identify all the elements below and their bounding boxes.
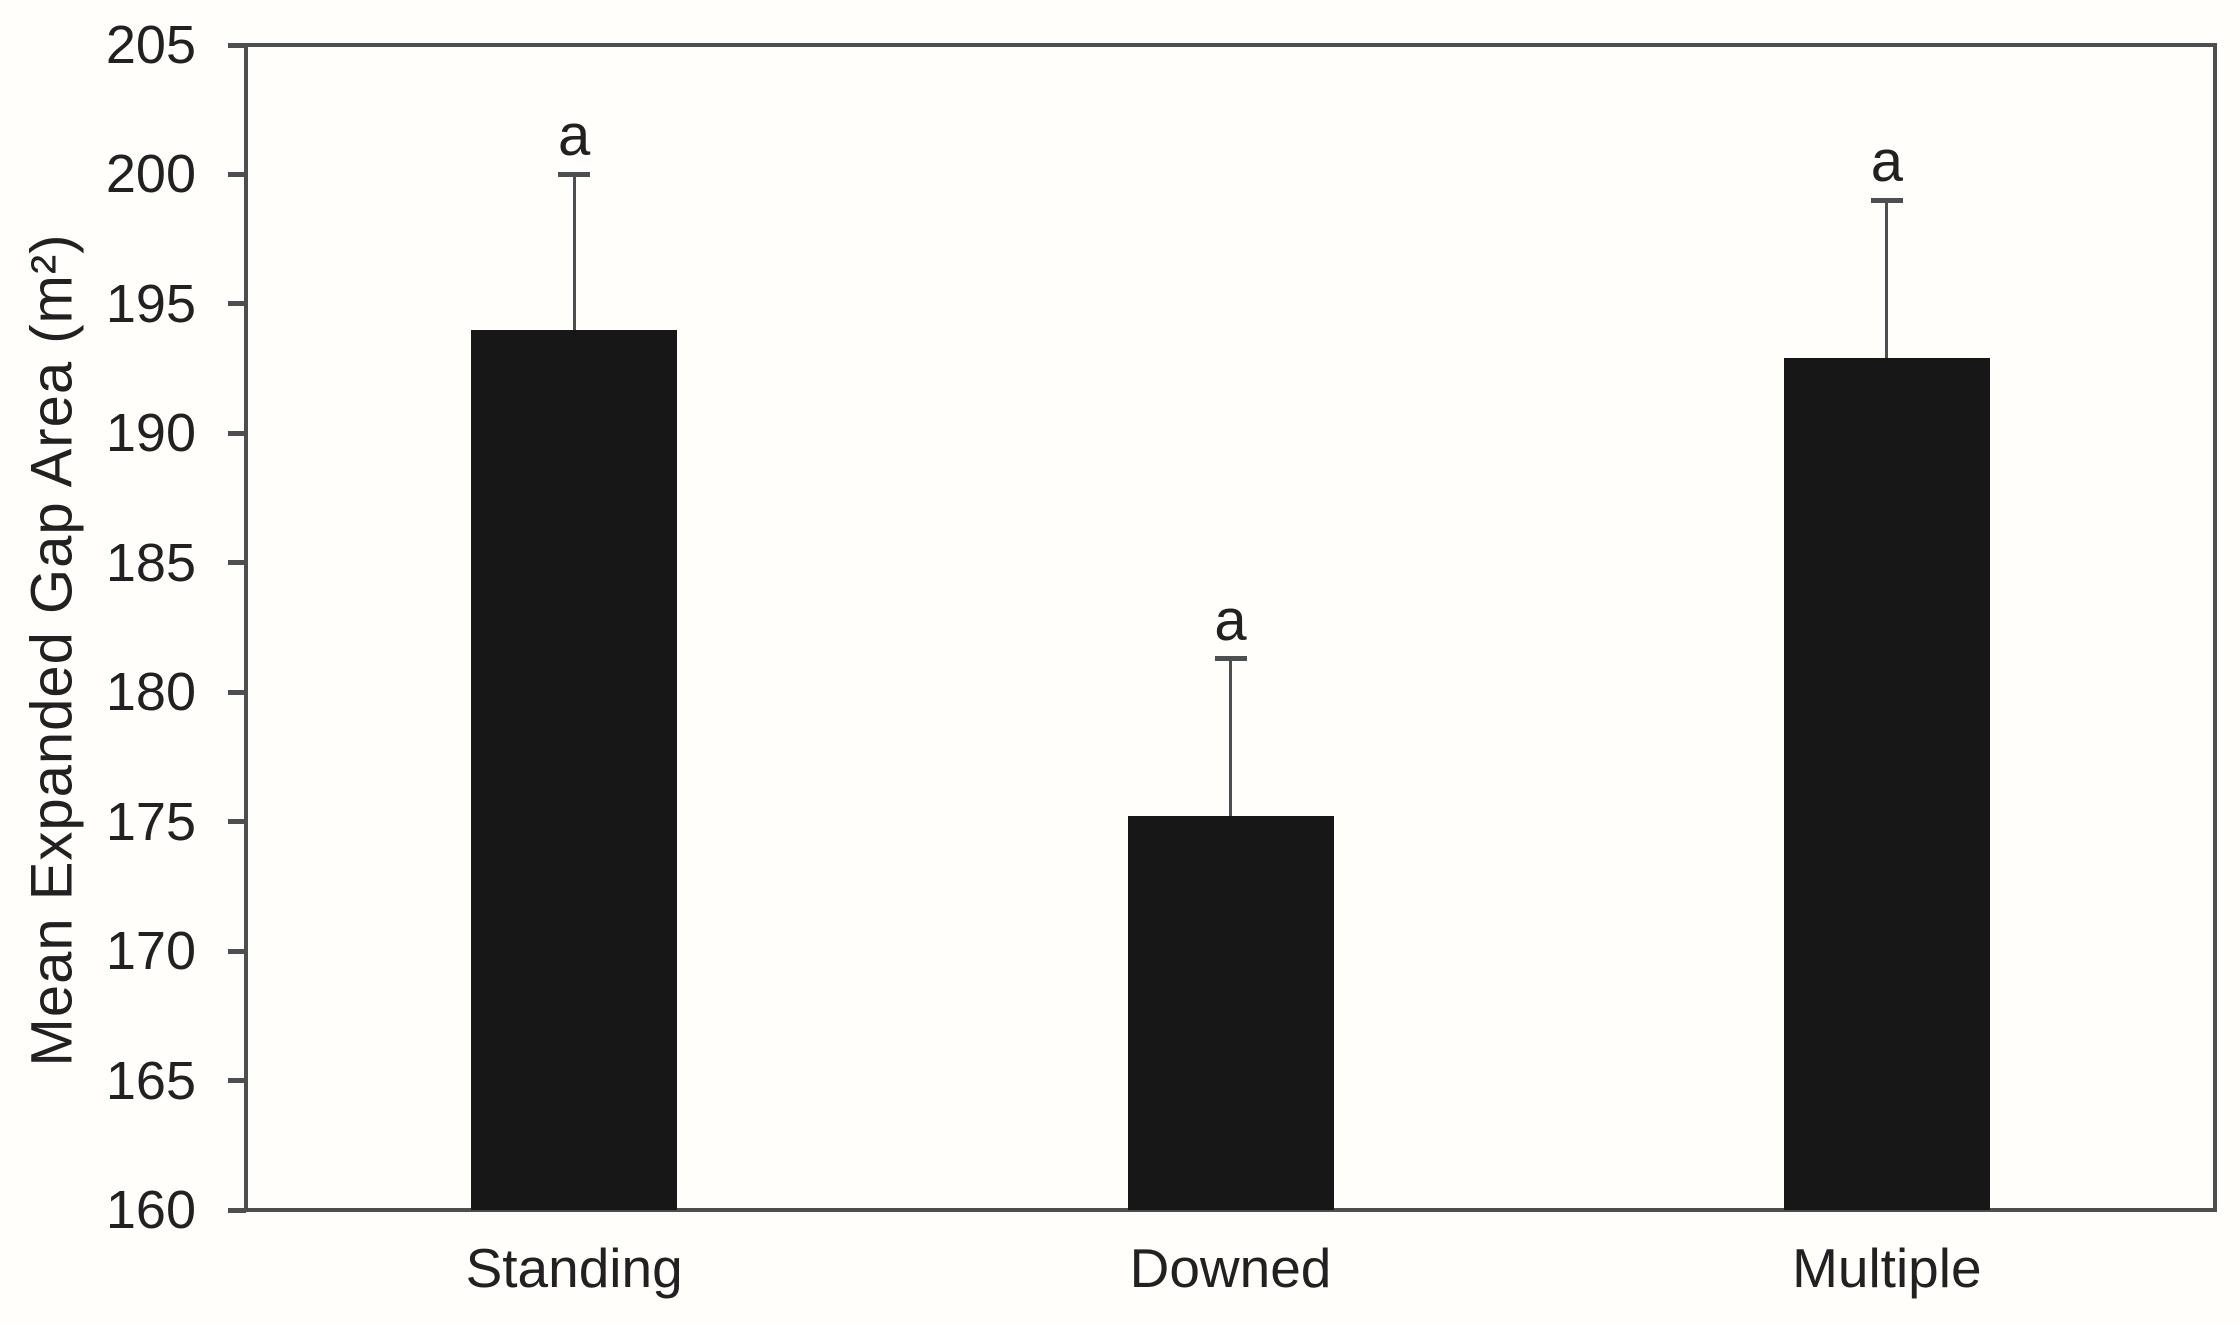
y-tick-mark — [228, 430, 246, 436]
y-tick-label: 165 — [105, 1050, 196, 1111]
y-tick-mark — [228, 42, 246, 48]
x-category-label: Standing — [465, 1237, 683, 1299]
y-tick-mark — [228, 689, 246, 695]
significance-letter: a — [558, 103, 591, 169]
y-tick-label: 200 — [105, 144, 196, 205]
plot-area-frame — [244, 43, 2217, 1212]
error-bar-cap — [1870, 197, 1903, 203]
significance-letter: a — [1870, 129, 1903, 195]
x-category-label: Downed — [1129, 1237, 1332, 1299]
y-tick-label: 185 — [105, 532, 196, 593]
bar — [471, 329, 678, 1210]
y-tick-mark — [228, 1078, 246, 1084]
bar — [1783, 358, 1990, 1210]
y-tick-mark — [228, 171, 246, 177]
y-tick-mark — [228, 819, 246, 825]
y-tick-label: 205 — [105, 15, 196, 75]
error-bar-line — [1885, 200, 1889, 359]
y-tick-label: 170 — [105, 921, 196, 982]
y-tick-mark — [228, 301, 246, 307]
error-bar-line — [1229, 658, 1232, 817]
bar — [1127, 816, 1334, 1210]
y-tick-label: 160 — [105, 1180, 196, 1240]
y-tick-label: 175 — [105, 791, 196, 852]
y-tick-label: 180 — [105, 662, 196, 723]
x-category-label: Multiple — [1792, 1237, 1982, 1299]
y-tick-mark — [228, 1207, 246, 1213]
error-bar-cap — [558, 171, 591, 177]
y-tick-label: 195 — [105, 273, 196, 334]
error-bar-line — [572, 174, 576, 330]
y-tick-mark — [228, 948, 246, 954]
significance-letter: a — [1214, 587, 1247, 653]
error-bar-cap — [1214, 656, 1247, 662]
y-tick-label: 190 — [105, 403, 196, 464]
y-tick-mark — [228, 560, 246, 566]
